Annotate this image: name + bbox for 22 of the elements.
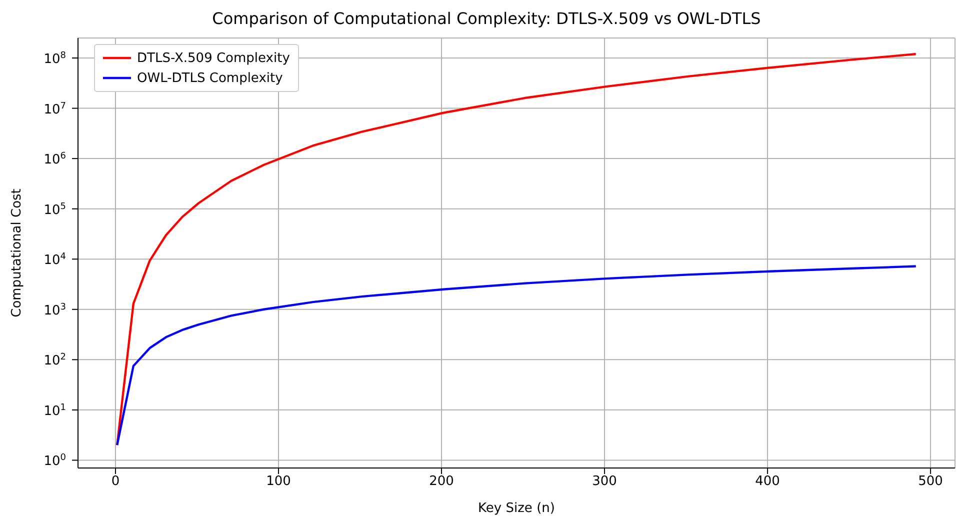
y-tick-label: 10$^{0}$ [44,453,66,470]
y-tick-label: 10$^{7}$ [44,101,66,118]
line-series [116,52,917,446]
chart-title: Comparison of Computational Complexity: DTLS-X.509 vs OWL-DTLS [211,8,762,30]
legend-label: OWL-DTLS Complexity [137,70,283,86]
y-tick-label: 10$^{3}$ [44,302,66,318]
legend-label: DTLS-X.509 Complexity [137,50,290,66]
y-tick-label: 10$^{2}$ [44,352,66,369]
line-series [116,265,917,446]
x-tick-label: 200 [429,474,454,490]
y-tick-label: 10$^{5}$ [44,202,66,218]
x-tick-label: 0 [111,474,120,490]
x-tick-label: 300 [592,474,617,490]
y-tick-label: 10$^{1}$ [44,402,66,419]
y-tick-label: 10$^{4}$ [44,252,66,268]
y-tick-label: 10$^{8}$ [44,51,66,68]
x-tick-label: 500 [918,474,943,490]
y-tick-label: 10$^{6}$ [44,152,66,168]
y-axis-title: Computational Cost [10,188,25,318]
x-axis-title: Key Size (n) [478,501,555,516]
x-tick-label: 400 [755,474,780,490]
x-tick-label: 100 [266,474,291,490]
